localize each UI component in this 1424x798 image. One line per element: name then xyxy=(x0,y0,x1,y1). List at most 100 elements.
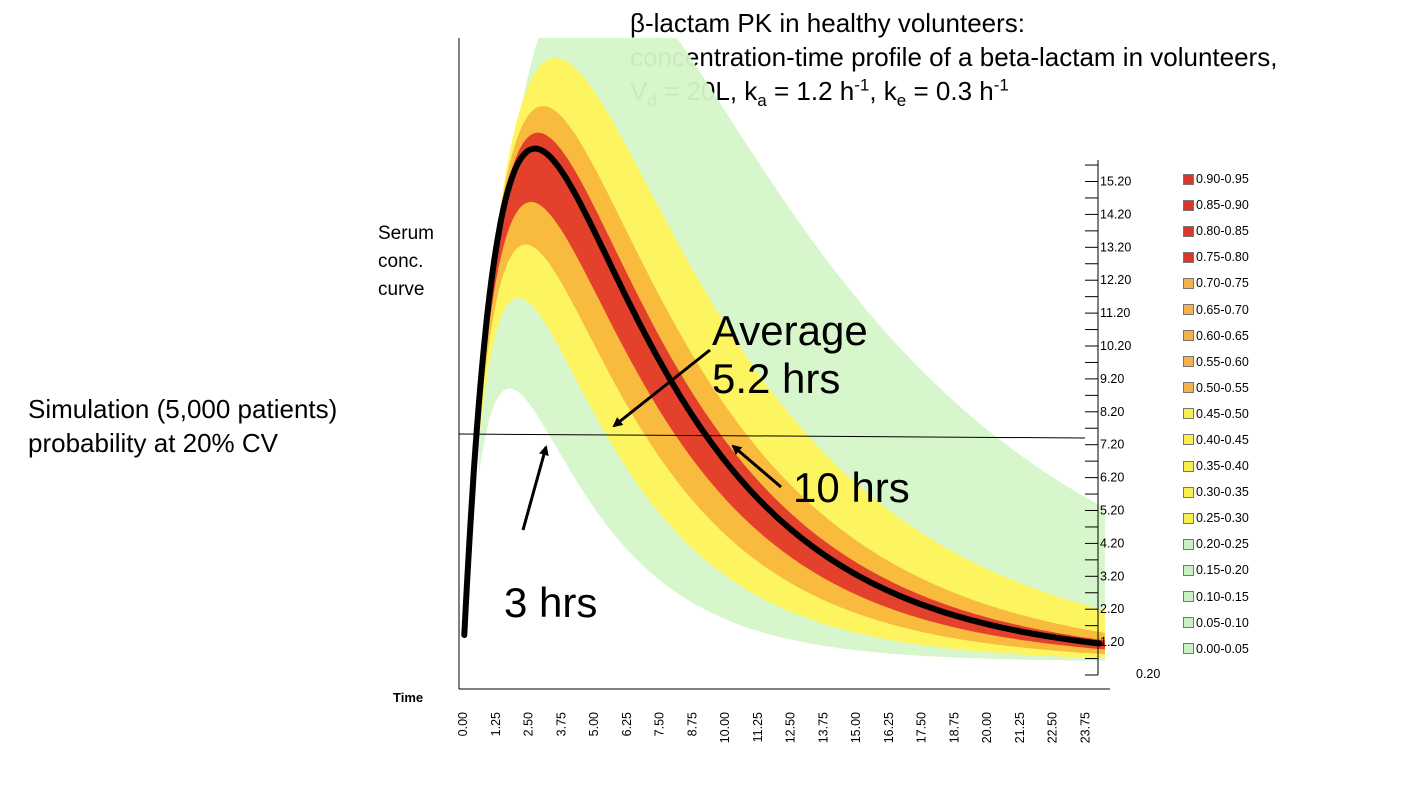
legend-item: 0.15-0.20 xyxy=(1183,557,1249,583)
legend-item: 0.05-0.10 xyxy=(1183,610,1249,636)
x-tick-labels: 0.00 1.25 2.50 3.75 5.00 6.25 7.50 8.75 10.00 11.… xyxy=(456,712,1092,743)
y-tick-label: 0.20 xyxy=(1136,667,1160,681)
x-tick-label: 22.50 xyxy=(1046,712,1060,743)
legend-item: 0.50-0.55 xyxy=(1183,375,1249,401)
band-yellow xyxy=(478,58,1105,659)
legend-item: 0.60-0.65 xyxy=(1183,323,1249,349)
legend-swatch xyxy=(1183,199,1194,211)
y-tick-label: 4.20 xyxy=(1100,536,1124,550)
legend-label: 0.40-0.45 xyxy=(1196,432,1249,447)
y-tick-label: 5.20 xyxy=(1100,504,1124,518)
y-tick-labels: 0.20 1.20 2.20 3.20 4.20 5.20 6.20 7.20 8.20 9.20… xyxy=(1100,175,1160,682)
y-tick-label: 2.20 xyxy=(1100,602,1124,616)
legend-label: 0.25-0.30 xyxy=(1196,511,1249,526)
legend-swatch xyxy=(1183,434,1194,446)
x-tick-label: 7.50 xyxy=(653,712,667,736)
legend-item: 0.55-0.60 xyxy=(1183,349,1249,375)
legend: 0.90-0.95 0.85-0.90 0.80-0.85 0.75-0.80 0.70… xyxy=(1183,166,1249,662)
y-tick-label: 9.20 xyxy=(1100,372,1124,386)
x-tick-label: 8.75 xyxy=(685,712,699,736)
legend-swatch xyxy=(1183,564,1194,576)
y-tick-label: 1.20 xyxy=(1100,635,1124,649)
legend-label: 0.60-0.65 xyxy=(1196,328,1249,343)
legend-label: 0.10-0.15 xyxy=(1196,589,1249,604)
title-line-2: concentration-time profile of a beta-lac… xyxy=(630,42,1278,72)
probability-bands xyxy=(478,38,1105,661)
legend-item: 0.10-0.15 xyxy=(1183,584,1249,610)
legend-swatch xyxy=(1183,173,1194,185)
legend-item: 0.80-0.85 xyxy=(1183,218,1249,244)
legend-swatch xyxy=(1183,356,1194,368)
x-tick-label: 21.25 xyxy=(1013,712,1027,743)
legend-label: 0.00-0.05 xyxy=(1196,641,1249,656)
legend-swatch xyxy=(1183,225,1194,237)
legend-swatch xyxy=(1183,617,1194,629)
legend-label: 0.55-0.60 xyxy=(1196,354,1249,369)
legend-item: 0.00-0.05 xyxy=(1183,636,1249,662)
x-tick-label: 23.75 xyxy=(1078,712,1092,743)
legend-item: 0.30-0.35 xyxy=(1183,479,1249,505)
band-red xyxy=(478,132,1105,650)
mean-concentration-curve xyxy=(461,145,1103,647)
legend-swatch xyxy=(1183,512,1194,524)
legend-item: 0.20-0.25 xyxy=(1183,531,1249,557)
legend-swatch xyxy=(1183,251,1194,263)
chart-title: β-lactam PK in healthy volunteers: conce… xyxy=(630,6,1278,111)
x-tick-label: 17.50 xyxy=(915,712,929,743)
y-tick-label: 12.20 xyxy=(1100,273,1131,287)
x-tick-label: 11.25 xyxy=(751,712,765,742)
legend-item: 0.65-0.70 xyxy=(1183,296,1249,322)
annotation-average: Average 5.2 hrs xyxy=(712,307,868,402)
legend-item: 0.40-0.45 xyxy=(1183,427,1249,453)
legend-swatch xyxy=(1183,486,1194,498)
simulation-label-line-2: probability at 20% CV xyxy=(28,428,279,458)
legend-label: 0.30-0.35 xyxy=(1196,485,1249,500)
legend-item: 0.70-0.75 xyxy=(1183,270,1249,296)
legend-swatch xyxy=(1183,591,1194,603)
legend-item: 0.85-0.90 xyxy=(1183,192,1249,218)
x-tick-label: 0.00 xyxy=(456,712,470,736)
x-tick-label: 3.75 xyxy=(554,712,568,736)
annotation-three-hrs: 3 hrs xyxy=(504,579,598,626)
legend-item: 0.45-0.50 xyxy=(1183,401,1249,427)
legend-label: 0.75-0.80 xyxy=(1196,250,1249,265)
legend-label: 0.05-0.10 xyxy=(1196,615,1249,630)
x-tick-label: 5.00 xyxy=(587,712,601,736)
arrow-three-hrs xyxy=(521,445,549,531)
x-tick-label: 10.00 xyxy=(718,712,732,743)
legend-label: 0.50-0.55 xyxy=(1196,380,1249,395)
legend-swatch xyxy=(1183,460,1194,472)
x-tick-label: 15.00 xyxy=(849,712,863,743)
y-tick-label: 10.20 xyxy=(1100,339,1131,353)
y-axis-label: Serum conc. curve xyxy=(378,223,434,300)
legend-swatch xyxy=(1183,538,1194,550)
legend-label: 0.65-0.70 xyxy=(1196,302,1249,317)
x-tick-label: 13.75 xyxy=(816,712,830,743)
title-line-3: Vd = 20L, ka = 1.2 h-1, ke = 0.3 h-1 xyxy=(630,75,1009,111)
y-tick-label: 8.20 xyxy=(1100,405,1124,419)
x-tick-label: 18.75 xyxy=(947,712,961,743)
y-tick-label: 13.20 xyxy=(1100,240,1131,254)
x-tick-label: 12.50 xyxy=(784,712,798,743)
annotation-ten-hrs: 10 hrs xyxy=(793,464,910,511)
arrow-ten-hrs xyxy=(731,444,782,489)
legend-swatch xyxy=(1183,408,1194,420)
x-tick-label: 16.25 xyxy=(882,712,896,743)
legend-label: 0.80-0.85 xyxy=(1196,224,1249,239)
x-axis-label: Time xyxy=(393,690,423,705)
x-tick-label: 1.25 xyxy=(489,712,503,736)
legend-swatch xyxy=(1183,643,1194,655)
legend-label: 0.20-0.25 xyxy=(1196,537,1249,552)
simulation-label: Simulation (5,000 patients) probability … xyxy=(28,392,337,460)
simulation-label-line-1: Simulation (5,000 patients) xyxy=(28,394,338,424)
legend-item: 0.25-0.30 xyxy=(1183,505,1249,531)
legend-swatch xyxy=(1183,304,1194,316)
x-tick-label: 6.25 xyxy=(620,712,634,736)
y-tick-label: 7.20 xyxy=(1100,438,1124,452)
title-line-1: β-lactam PK in healthy volunteers: xyxy=(630,8,1026,38)
right-axis-ticks xyxy=(1085,160,1099,676)
x-tick-label: 2.50 xyxy=(522,712,536,736)
legend-item: 0.90-0.95 xyxy=(1183,166,1249,192)
threshold-line xyxy=(458,433,1086,439)
